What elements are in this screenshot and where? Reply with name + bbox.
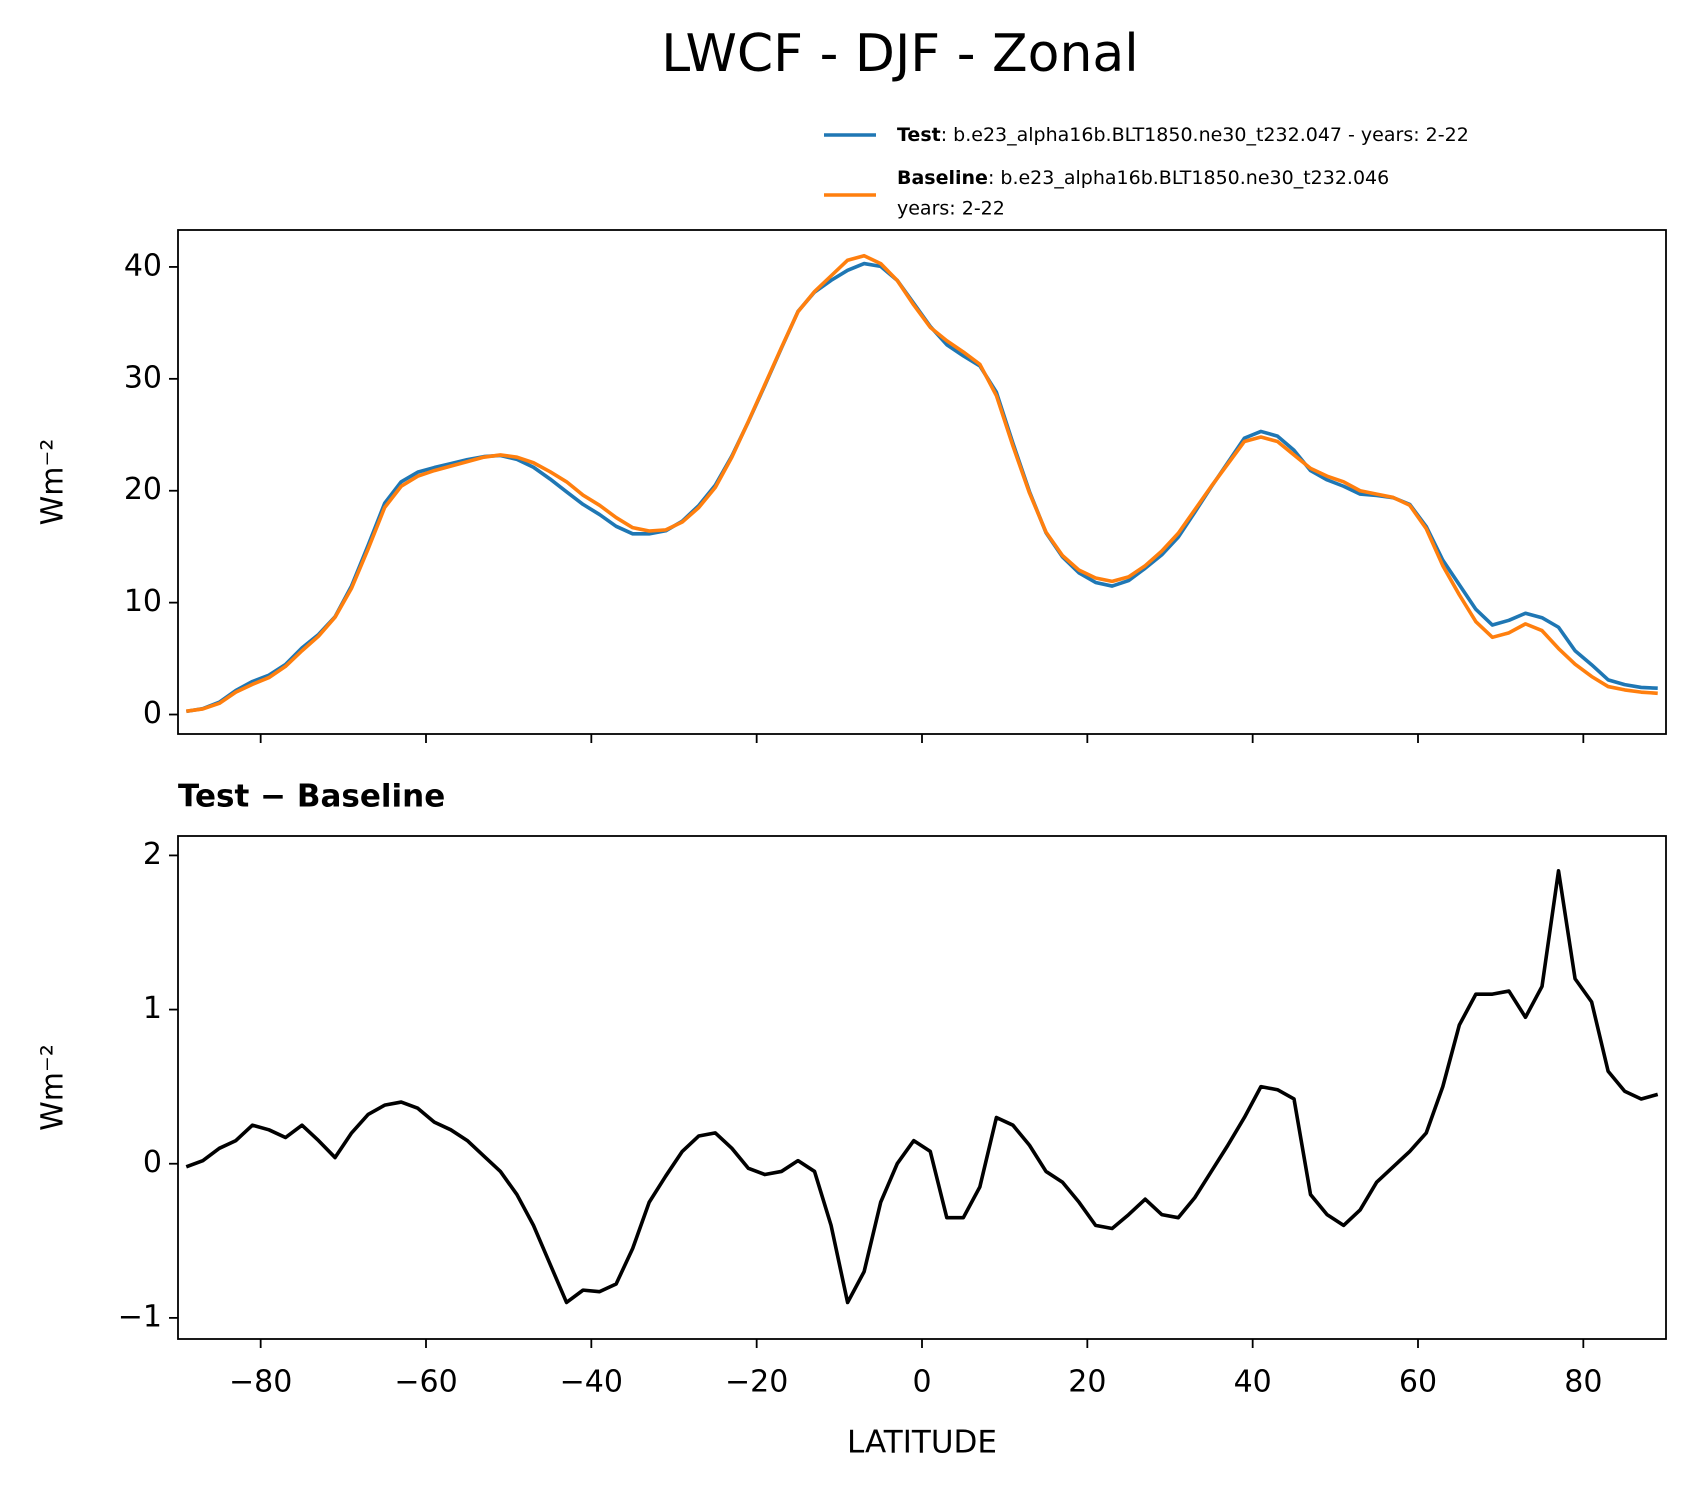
y-tick-label: −1 [118, 1299, 162, 1334]
y-tick-label: 10 [124, 584, 162, 619]
legend-label: Baseline: b.e23_alpha16b.BLT1850.ne30_t2… [897, 167, 1389, 189]
x-tick-label: −40 [560, 1365, 623, 1400]
y-tick-label: 40 [124, 248, 162, 283]
subplot-title: Test − Baseline [178, 779, 445, 815]
y-tick-label: 2 [143, 837, 162, 872]
series-line [186, 253, 1658, 713]
x-tick-label: 20 [1068, 1365, 1106, 1400]
x-axis-label: LATITUDE [847, 1425, 997, 1461]
y-tick-label: 20 [124, 472, 162, 507]
x-tick-label: −60 [394, 1365, 457, 1400]
y-tick-label: 30 [124, 360, 162, 395]
legend-label-line2: years: 2-22 [897, 198, 1005, 220]
legend-label: Test: b.e23_alpha16b.BLT1850.ne30_t232.0… [897, 124, 1469, 146]
legend-name: Baseline [897, 167, 988, 189]
y-axis-label: Wm⁻² [36, 1044, 71, 1131]
series-line [185, 261, 1658, 714]
legend-description: : b.e23_alpha16b.BLT1850.ne30_t232.046 [988, 167, 1389, 189]
y-axis-label: Wm⁻² [36, 439, 71, 526]
x-tick-label: −20 [725, 1365, 788, 1400]
x-tick-label: 40 [1234, 1365, 1272, 1400]
y-tick-label: 0 [143, 696, 162, 731]
x-tick-label: 0 [912, 1365, 931, 1400]
y-tick-label: 0 [143, 1145, 162, 1180]
legend-name: Test [897, 124, 941, 146]
series-line [185, 869, 1659, 1305]
x-tick-label: −80 [229, 1365, 292, 1400]
figure-title: LWCF - DJF - Zonal [661, 24, 1138, 84]
x-tick-label: 80 [1564, 1365, 1602, 1400]
legend-description: : b.e23_alpha16b.BLT1850.ne30_t232.047 -… [941, 124, 1469, 146]
x-tick-label: 60 [1399, 1365, 1437, 1400]
y-tick-label: 1 [143, 991, 162, 1026]
